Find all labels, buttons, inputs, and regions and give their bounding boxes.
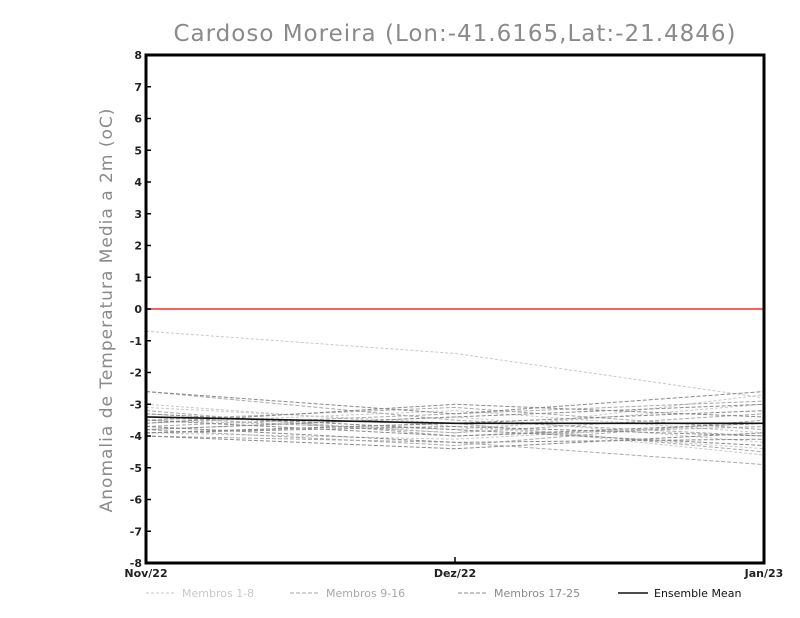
y-tick-label: -2 <box>130 367 142 380</box>
y-tick-label: -5 <box>130 462 142 475</box>
y-tick-label: 0 <box>134 303 142 316</box>
y-axis-label: Anomalia de Temperatura Media a 2m (oC) <box>97 108 117 513</box>
series-line-member-8 <box>145 403 765 450</box>
series-line-member-19 <box>145 425 765 443</box>
series-line-member-2 <box>145 406 765 456</box>
legend-label-2: Membros 9-16 <box>326 587 405 600</box>
y-tick-label: 4 <box>134 176 142 189</box>
series-line-member-1 <box>145 330 765 399</box>
series-line-ensemble-mean <box>145 416 764 425</box>
series-line-member-5 <box>145 394 765 434</box>
y-tick-label: -4 <box>130 430 143 443</box>
chart-title: Cardoso Moreira (Lon:-41.6165,Lat:-21.48… <box>173 21 736 47</box>
legend-label-1: Membros 1-8 <box>182 587 254 600</box>
series-line-member-4 <box>145 416 765 443</box>
series-line-member-24 <box>145 419 765 437</box>
plot-area: -8 -7 -6 -5 -4 -3 -2 -1 0 1 2 3 4 5 6 7 8 Nov/22 Dez/22 Jan… <box>124 49 783 580</box>
y-tick-label: 2 <box>134 240 142 253</box>
x-tick-label: Nov/22 <box>124 567 167 580</box>
y-tick-label: 8 <box>134 49 142 62</box>
series-line-member-20 <box>145 403 765 424</box>
y-tick-label: 1 <box>134 271 142 284</box>
y-tick-label: 5 <box>134 144 142 157</box>
legend-label-4: Ensemble Mean <box>654 587 741 600</box>
y-tick-label: -3 <box>130 398 142 411</box>
legend-label-3: Membros 17-25 <box>494 587 580 600</box>
legend: Membros 1-8 Membros 9-16 Membros 17-25 Ense… <box>146 587 741 600</box>
y-tick-label: 3 <box>134 208 142 221</box>
x-tick-label: Dez/22 <box>434 567 476 580</box>
series-line-member-17 <box>145 391 765 415</box>
series-line-member-25 <box>145 425 765 437</box>
series-line-member-12 <box>145 413 765 434</box>
y-tick-label: -1 <box>130 335 142 348</box>
y-tick-label: -6 <box>130 494 143 507</box>
y-tick-label: 7 <box>134 81 142 94</box>
series-line-member-9 <box>145 391 765 437</box>
series-line-member-21 <box>145 432 765 450</box>
series-line-member-16 <box>145 406 765 431</box>
y-tick-label: 6 <box>134 113 142 126</box>
y-tick-label: -7 <box>130 525 142 538</box>
series-line-member-7 <box>145 410 765 434</box>
x-tick-label: Jan/23 <box>744 567 784 580</box>
series-line-member-3 <box>145 403 765 431</box>
series-line-member-15 <box>145 419 765 447</box>
y-tick-label: -8 <box>130 557 142 570</box>
